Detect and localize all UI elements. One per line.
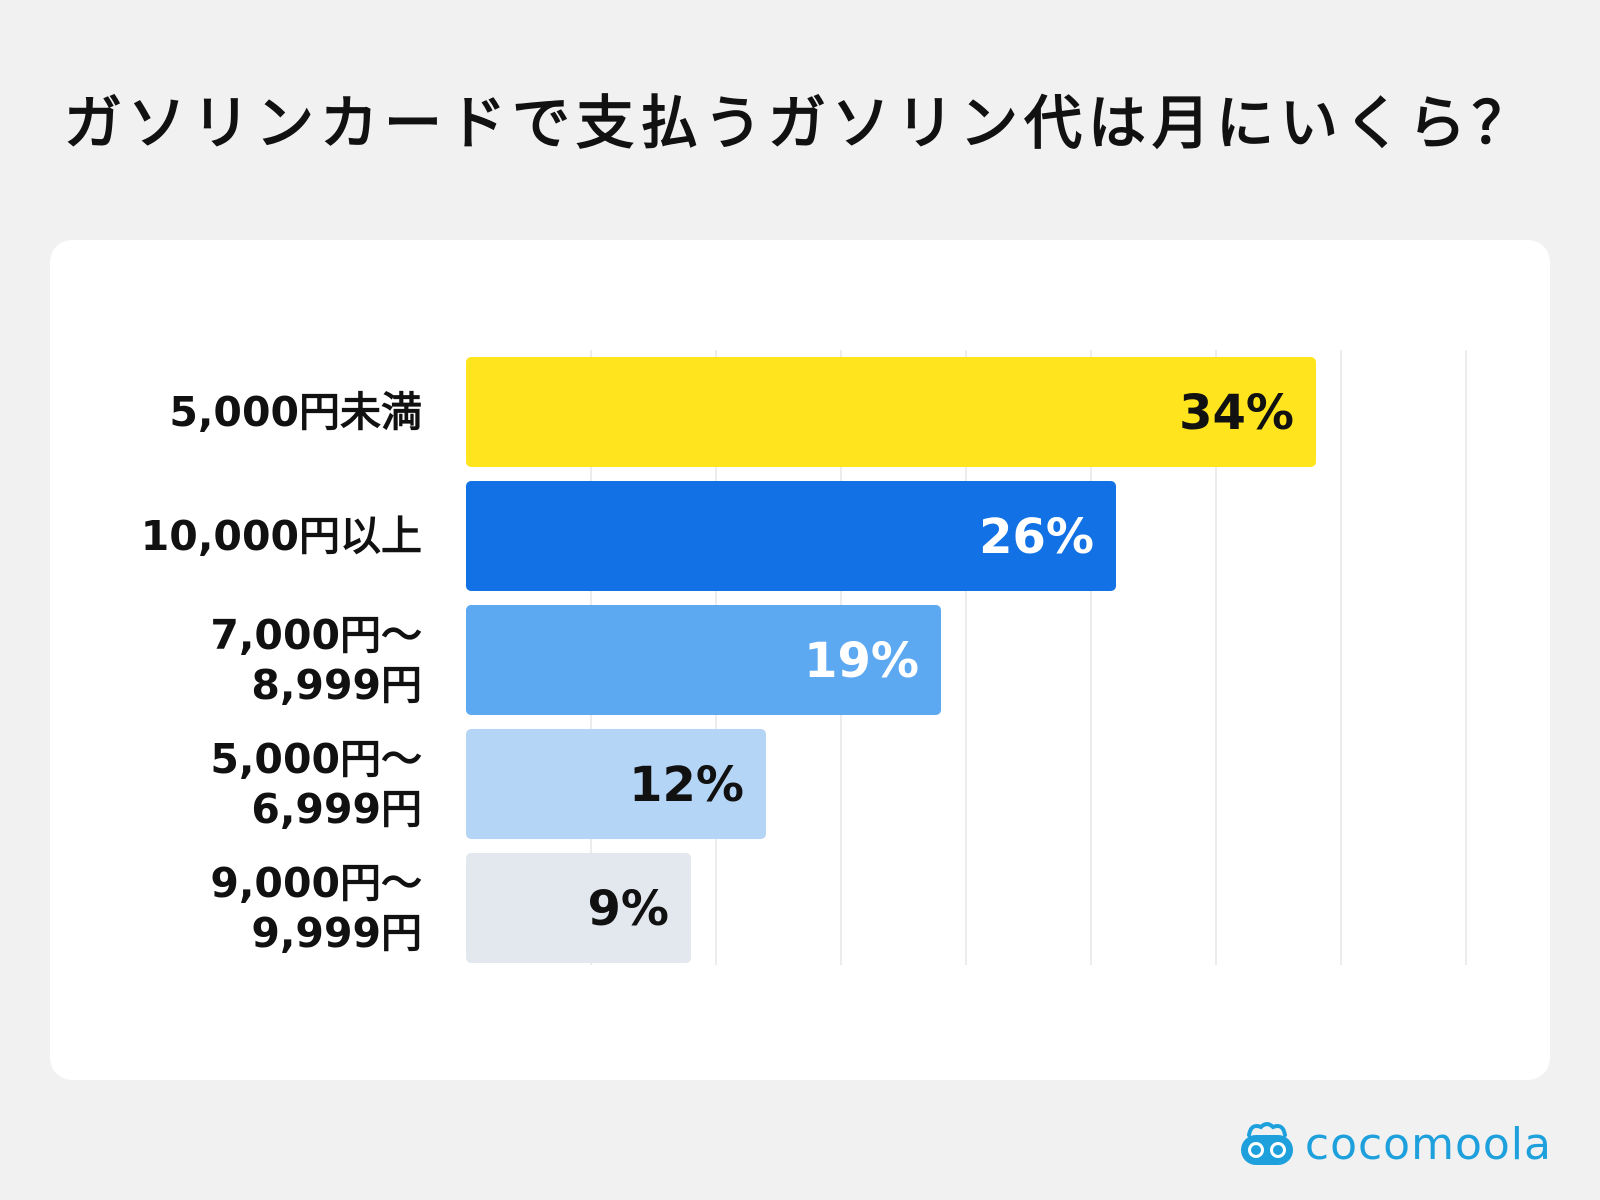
category-labels: 5,000円未満 10,000円以上 7,000円〜8,999円 5,000円〜6,9… bbox=[141, 388, 422, 957]
bar-value-label: 26% bbox=[979, 509, 1094, 565]
category-label: 5,000円未満 bbox=[169, 388, 422, 436]
bar-value-label: 12% bbox=[629, 757, 744, 813]
bar-value-label: 34% bbox=[1179, 385, 1294, 441]
bar-value-label: 19% bbox=[804, 633, 919, 689]
bar-chart: 34% 26% 19% 12% 9% 5,000円未満 10,000円以上 7,000円〜8… bbox=[141, 350, 1467, 965]
category-label: 8,999円 bbox=[251, 661, 422, 709]
brand-name: cocomoola bbox=[1304, 1118, 1552, 1170]
bar bbox=[466, 605, 941, 715]
category-label: 5,000円〜 bbox=[210, 735, 422, 783]
bar bbox=[466, 853, 691, 963]
category-label: 9,000円〜 bbox=[210, 859, 422, 907]
bar bbox=[466, 357, 1316, 467]
bar bbox=[466, 729, 766, 839]
chart-card: 34% 26% 19% 12% 9% 5,000円未満 10,000円以上 7,000円〜 8… bbox=[50, 240, 1550, 1080]
bar bbox=[466, 481, 1116, 591]
category-label: 9,999円 bbox=[251, 909, 422, 957]
bars: 34% 26% 19% 12% 9% bbox=[466, 357, 1316, 963]
bar-value-label: 9% bbox=[588, 881, 670, 937]
brand-logo: cocomoola bbox=[1239, 1116, 1552, 1172]
page-title: ガソリンカードで支払うガソリン代は月にいくら？ bbox=[63, 89, 1536, 157]
category-label: 7,000円〜 bbox=[210, 611, 422, 659]
category-label: 10,000円以上 bbox=[141, 512, 422, 560]
cocomoola-logo-icon bbox=[1240, 1122, 1293, 1165]
category-label: 6,999円 bbox=[251, 785, 422, 833]
